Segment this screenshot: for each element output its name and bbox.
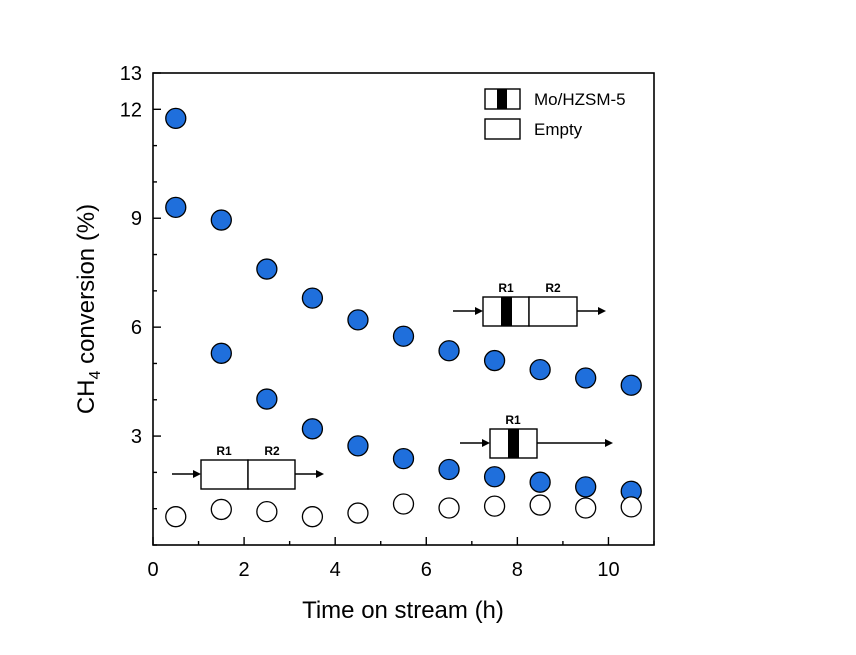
legend-catalyst-bed-icon [497, 89, 507, 109]
data-point-series-3 [210, 498, 232, 521]
x-tick-label: 4 [330, 559, 341, 581]
x-tick-label: 10 [597, 559, 619, 581]
x-tick-label: 8 [512, 559, 523, 581]
y-tick-label: 13 [120, 63, 142, 85]
data-point-series-1 [620, 374, 642, 396]
data-point-series-2 [575, 476, 597, 498]
reactor-label-r1: R1 [216, 444, 232, 458]
y-tick-label: 3 [131, 426, 142, 448]
data-point-series-3 [301, 506, 324, 528]
inlet-arrowhead [475, 307, 483, 315]
reactor-diagram-r1-r2-catalyst: R1 R2 [453, 281, 606, 327]
data-point-series-2 [483, 466, 506, 488]
data-point-series-3 [347, 502, 369, 524]
reactor-label-r1: R1 [498, 281, 514, 295]
reactor-label-r1: R1 [505, 413, 521, 427]
data-point-series-1 [301, 287, 324, 309]
reactor-label-r2: R2 [264, 444, 280, 458]
reactor-r2-box [528, 296, 578, 327]
legend-item-mo-hzsm5: Mo/HZSM-5 [484, 88, 626, 110]
data-point-series-3 [438, 497, 460, 519]
outlet-arrowhead [598, 307, 606, 315]
data-point-series-2 [165, 107, 187, 130]
y-axis-ticks: 3 6 9 12 13 [120, 63, 161, 546]
data-point-series-1 [392, 325, 415, 347]
data-point-series-1 [575, 367, 597, 389]
inlet-arrowhead [193, 470, 201, 478]
x-axis-title: Time on stream (h) [302, 597, 504, 624]
y-tick-label: 6 [131, 317, 142, 339]
x-tick-label: 0 [147, 559, 158, 581]
data-points [165, 107, 642, 528]
data-point-series-3 [165, 506, 187, 528]
reactor-diagram-r1-r2-empty: R1 R2 [172, 444, 324, 490]
reactor-r2-box [247, 459, 296, 490]
data-point-series-2 [301, 418, 324, 440]
outlet-arrowhead [316, 470, 324, 478]
catalyst-bed [501, 297, 512, 326]
data-point-series-3 [256, 500, 278, 523]
y-axis-title-rest: conversion (%) [73, 204, 100, 371]
y-axis-title-main: CH [73, 379, 100, 414]
data-point-series-1 [256, 258, 278, 280]
outlet-arrowhead [605, 439, 613, 447]
legend-reactor-empty-icon [484, 118, 521, 140]
data-point-series-3 [529, 494, 551, 516]
data-point-series-1 [165, 196, 187, 218]
y-tick-label: 12 [120, 99, 142, 121]
inlet-arrowhead [482, 439, 490, 447]
y-tick-label: 9 [131, 208, 142, 230]
data-point-series-2 [347, 435, 369, 457]
data-point-series-2 [438, 458, 460, 481]
reactor-r1-box [200, 459, 249, 490]
data-point-series-1 [210, 209, 232, 231]
data-point-series-3 [483, 495, 506, 517]
legend-label-mo-hzsm5: Mo/HZSM-5 [534, 90, 626, 109]
data-point-series-2 [256, 388, 278, 410]
legend: Mo/HZSM-5 Empty [484, 88, 626, 140]
data-point-series-1 [347, 309, 369, 331]
data-point-series-1 [529, 358, 551, 381]
legend-item-empty: Empty [484, 118, 583, 140]
y-axis-title: CH4 conversion (%) [73, 204, 104, 414]
catalyst-bed [508, 429, 519, 458]
data-point-series-2 [392, 447, 415, 470]
data-point-series-3 [575, 497, 597, 519]
data-point-series-3 [392, 493, 415, 515]
x-axis-ticks: 0 2 4 6 8 10 [147, 537, 655, 581]
data-point-series-3 [620, 496, 642, 518]
legend-label-empty: Empty [534, 120, 583, 139]
x-tick-label: 6 [421, 559, 432, 581]
data-point-series-1 [438, 340, 460, 362]
data-point-series-1 [483, 349, 506, 372]
reactor-label-r2: R2 [545, 281, 561, 295]
y-axis-title-subscript: 4 [87, 370, 104, 379]
plot-frame [152, 72, 655, 546]
x-tick-label: 2 [239, 559, 250, 581]
data-point-series-2 [529, 471, 551, 493]
reactor-diagram-r1-catalyst: R1 [460, 413, 613, 459]
data-point-series-2 [210, 342, 232, 364]
